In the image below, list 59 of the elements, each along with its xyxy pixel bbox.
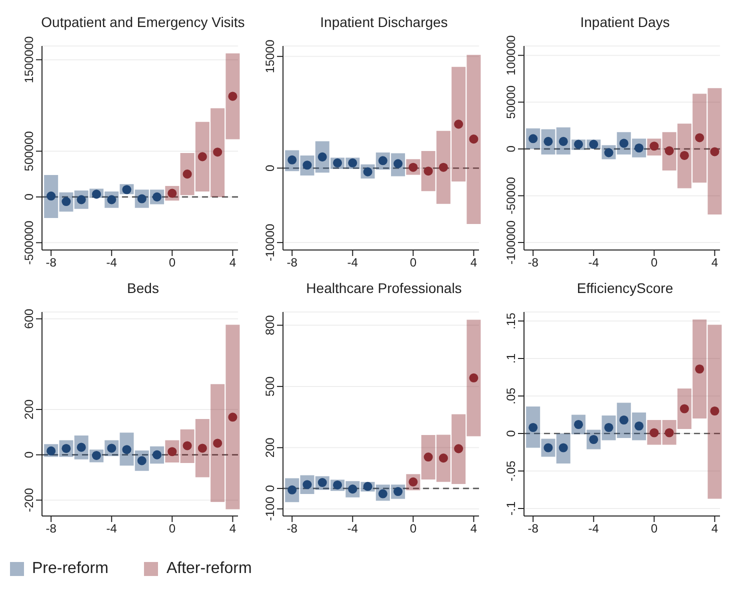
chart-title: EfficiencyScore [576,280,674,296]
y-tick-label: 100000 [504,35,518,76]
y-tick-label: 800 [263,314,277,336]
y-tick-label: -.05 [504,460,518,482]
x-tick-label: -4 [106,256,118,270]
y-tick-label: 200 [263,437,277,458]
x-tick-label: -8 [286,522,298,536]
x-tick-label: 0 [410,522,417,536]
x-tick-label: 4 [470,522,478,536]
legend-label: After-reform [166,560,252,578]
x-tick-label: 0 [168,256,176,270]
y-tick-label: -100 [263,496,277,521]
y-tick-label: -200 [22,488,36,512]
y-tick-label: 1500000 [22,36,36,84]
x-tick-label: 4 [229,256,236,270]
y-tick-label: .15 [504,312,518,330]
x-tick-label: -8 [528,256,539,270]
y-tick-label: 500 [263,376,277,396]
x-tick-label: 0 [168,522,176,536]
y-tick-label: -100000 [504,220,518,265]
x-tick-label: -4 [106,522,118,536]
legend-label: Pre-reform [32,560,108,578]
chart-title: Healthcare Professionals [305,280,463,296]
y-tick-label: -50000 [504,176,518,214]
chart-title: Inpatient Days [579,14,671,30]
x-tick-label: 4 [711,256,718,270]
y-tick-label: 0 [504,145,518,152]
y-tick-label: .05 [504,387,518,404]
x-tick-label: 0 [410,256,417,270]
y-tick-label: 600 [22,308,36,329]
x-tick-label: 4 [711,522,718,536]
y-tick-label: 0 [263,484,277,492]
y-tick-label: .1 [504,353,518,364]
y-tick-label: 0 [263,164,277,172]
x-tick-label: 4 [229,522,236,536]
x-tick-label: -8 [46,522,57,536]
y-tick-label: 15000 [263,39,277,74]
x-tick-label: -4 [588,522,600,536]
y-tick-label: -500000 [22,220,36,265]
x-tick-label: -4 [347,256,358,270]
chart-title: Outpatient and Emergency Visits [40,14,246,30]
y-tick-label: -.1 [504,501,518,516]
y-tick-label: 500000 [22,130,36,172]
y-tick-label: -10000 [263,224,277,262]
y-tick-label: 50000 [504,85,518,119]
x-tick-label: -8 [528,522,539,536]
y-tick-label: 0 [22,193,36,200]
x-tick-label: -4 [347,522,358,536]
x-tick-label: 0 [650,256,658,270]
chart-title: Inpatient Discharges [319,14,449,30]
x-tick-label: -8 [286,256,298,270]
x-tick-label: -8 [46,256,57,270]
x-tick-label: 0 [650,522,658,536]
y-tick-label: 0 [504,430,518,437]
x-tick-label: -4 [588,256,600,270]
y-tick-label: 200 [22,399,36,420]
y-tick-label: 0 [22,451,36,458]
x-tick-label: 4 [470,256,478,270]
chart-title: Beds [126,280,160,296]
